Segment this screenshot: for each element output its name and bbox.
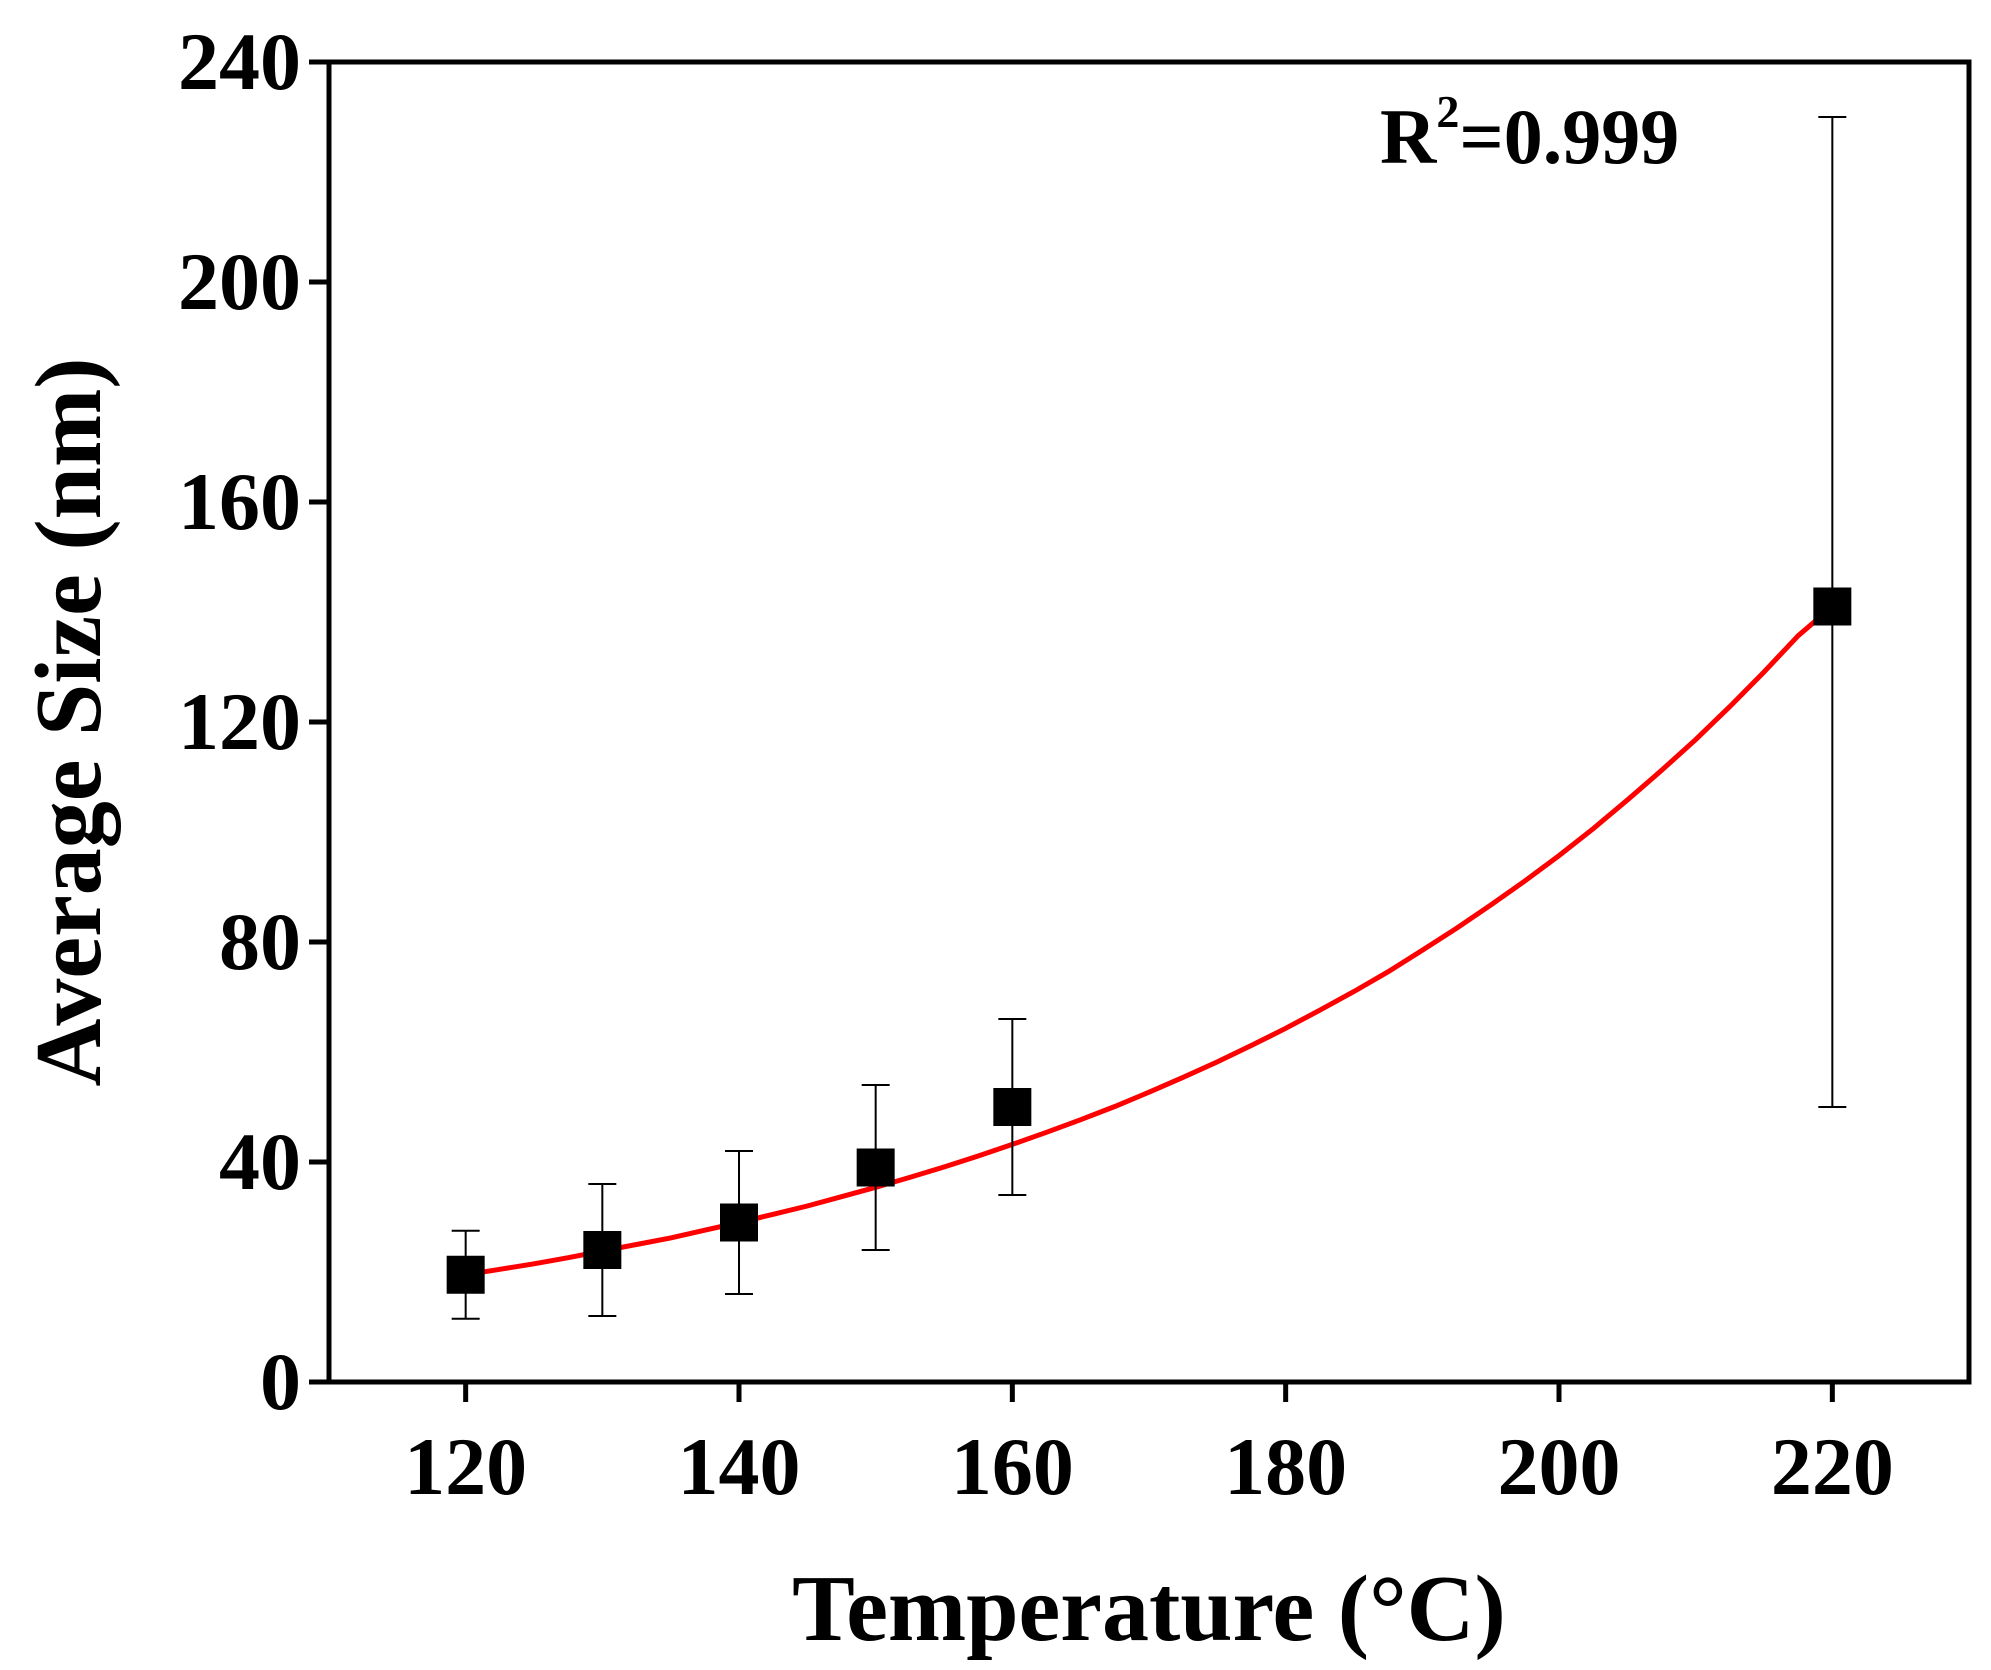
r-squared-superscript: 2: [1436, 86, 1459, 137]
data-point: [856, 1148, 895, 1187]
r-squared-annotation: R2=0.999: [1380, 86, 1679, 180]
x-tick-label: 160: [951, 1421, 1074, 1512]
data-point: [993, 1088, 1032, 1126]
data-points: [446, 587, 1852, 1294]
data-point: [720, 1203, 758, 1242]
y-tick-label: 160: [178, 456, 301, 547]
data-point: [1813, 587, 1852, 626]
x-tick-label: 180: [1224, 1421, 1347, 1512]
y-tick-label: 40: [219, 1116, 301, 1207]
y-axis-ticks: 0 40 80 120 160 200 240: [178, 16, 329, 1427]
x-tick-label: 220: [1771, 1421, 1894, 1512]
data-point: [446, 1255, 485, 1294]
plot-frame: [326, 59, 1972, 1385]
data-point: [583, 1231, 622, 1269]
y-tick-label: 240: [178, 16, 301, 107]
error-bars: [451, 116, 1847, 1320]
fit-curve-layer: [465, 604, 1834, 1278]
x-axis-ticks: 120 140 160 180 200 220: [404, 1382, 1894, 1512]
y-tick-label: 0: [260, 1336, 301, 1427]
fit-curve: [465, 604, 1834, 1278]
r-squared-label: R: [1380, 93, 1438, 180]
x-tick-label: 120: [404, 1421, 527, 1512]
x-tick-label: 140: [678, 1421, 801, 1512]
y-tick-label: 80: [219, 896, 301, 987]
y-tick-label: 120: [178, 676, 301, 767]
y-tick-label: 200: [178, 236, 301, 327]
y-axis-title: Average Size (nm): [17, 357, 121, 1086]
x-axis-title: Temperature (°C): [792, 1557, 1506, 1661]
r-squared-value: =0.999: [1459, 93, 1679, 180]
x-tick-label: 200: [1498, 1421, 1621, 1512]
